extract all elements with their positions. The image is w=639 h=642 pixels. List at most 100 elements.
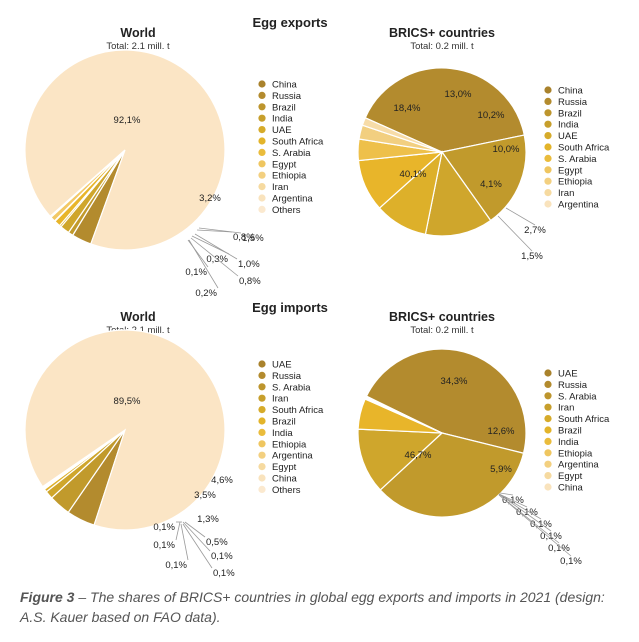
legend-marker [544,109,552,117]
legend-marker [544,154,552,162]
slice-label-iran: 0,5% [206,537,228,548]
legend-marker [258,194,266,202]
slice-label-others: 92,1% [114,115,141,126]
figure-caption: Figure 3 – The shares of BRICS+ countrie… [20,587,630,627]
legend-item: Brazil [558,426,582,437]
legend-item: Others [272,485,301,496]
slice-label-egypt: 1,5% [521,251,543,262]
slice-label-brazil: 1,5% [242,233,264,244]
legend-item: India [558,120,579,131]
slice-label-others: 89,5% [114,396,141,407]
leader-line [498,493,542,520]
legend-item: South Africa [272,137,324,148]
legend-marker [258,160,266,168]
legend-marker [544,166,552,174]
leader-line [182,521,211,552]
legend-item: Egypt [558,165,583,176]
legend-marker [258,451,266,459]
legend-item: Brazil [558,108,582,119]
legend-marker [544,369,552,377]
legend-item: Egypt [558,471,583,482]
chart-subtitle: Total: 0.2 mill. t [410,41,474,52]
legend-marker [544,472,552,480]
legend-item: UAE [272,360,292,371]
slice-label-egypt: 0,1% [560,556,582,567]
legend-item: Egypt [272,159,297,170]
pie-slice-uae [365,348,527,454]
legend-item: China [558,483,584,494]
slice-label-india: 0,1% [211,551,233,562]
slice-label-argentina: 0,1% [548,543,570,554]
legend-marker [544,460,552,468]
caption-text: – The shares of BRICS+ countries in glob… [20,589,605,625]
legend-item: Ethiopia [272,439,307,450]
legend-marker [544,97,552,105]
chart-subtitle: Total: 2.1 mill. t [106,41,170,52]
legend-marker [258,114,266,122]
chart-title: BRICS+ countries [389,26,495,40]
legend-marker [544,86,552,94]
legend-item: India [272,428,293,439]
legend-item: South Africa [558,143,610,154]
legend-item: S. Arabia [272,148,311,159]
slice-label-egypt: 0,2% [195,288,217,299]
legend-item: China [272,474,298,485]
legend-marker [258,371,266,379]
legend-marker [544,415,552,423]
legend-marker [544,177,552,185]
legend-marker [258,137,266,145]
legend-marker [258,406,266,414]
leader-line [497,215,533,252]
slice-label-russia: 34,3% [441,376,468,387]
leader-line [190,237,239,277]
legend-item: Russia [558,97,588,108]
legend-marker [544,120,552,128]
legend-marker [258,485,266,493]
chart-subtitle: Total: 0.2 mill. t [410,325,474,336]
slice-label-s-arabia: 2,7% [524,225,546,236]
slice-label-argentina: 0,1% [213,568,235,579]
legend-marker [258,394,266,402]
slice-label-china: 3,2% [199,193,221,204]
legend-marker [258,148,266,156]
legend-marker [544,392,552,400]
slice-label-brazil: 0,1% [516,507,538,518]
legend-marker [544,380,552,388]
slice-label-s-arabia: 12,6% [488,426,515,437]
legend-item: Iran [272,394,288,405]
legend-item: Iran [558,403,574,414]
slice-label-uae: 4,6% [211,475,233,486]
slice-label-russia: 18,4% [394,103,421,114]
slice-label-s-arabia: 0,8% [239,276,261,287]
legend-marker [258,474,266,482]
legend-item: Russia [272,91,302,102]
legend-item: UAE [272,125,292,136]
legend-item: China [558,86,584,97]
legend-item: Russia [558,380,588,391]
pie-slice-russia [379,432,525,518]
pie-slice-china [364,67,525,153]
legend-item: S. Arabia [558,154,597,165]
legend-marker [544,143,552,151]
slice-label-russia: 0,8% [233,232,255,243]
legend-item: UAE [558,369,578,380]
legend-marker [544,132,552,140]
section-title-exports: Egg exports [252,15,327,30]
legend-marker [258,417,266,425]
legend-marker [544,189,552,197]
pie-slice-egypt [361,117,443,153]
legend-item: Argentina [272,194,313,205]
legend-item: Egypt [272,462,297,473]
legend-item: S. Arabia [272,382,311,393]
legend-marker [258,428,266,436]
pie-slice-others [24,329,226,531]
legend-marker [544,437,552,445]
legend-item: Others [272,205,301,216]
pie-slice-s-arabia [357,428,444,491]
chart-title: World [120,310,155,324]
legend-marker [544,200,552,208]
